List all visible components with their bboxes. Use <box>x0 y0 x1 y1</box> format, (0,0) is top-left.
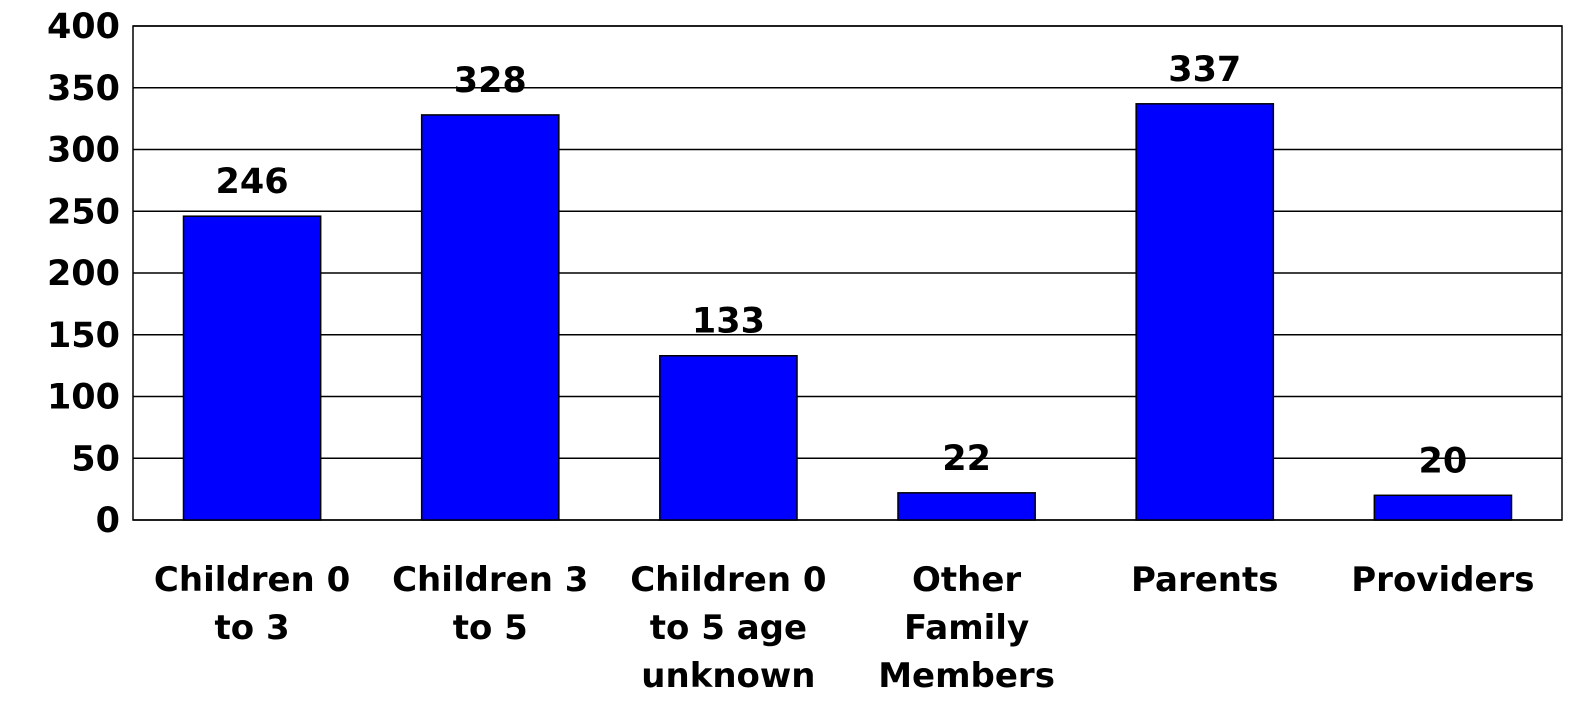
x-tick-label: Parents <box>1131 560 1279 600</box>
y-tick-label: 400 <box>47 7 120 47</box>
value-label: 328 <box>454 61 527 101</box>
y-tick-label: 50 <box>71 439 120 479</box>
y-tick-label: 200 <box>47 254 120 294</box>
x-tick-label: Children 0 to 3 <box>153 560 351 648</box>
y-tick-label: 300 <box>47 131 120 171</box>
bar <box>1135 103 1275 521</box>
value-label: 133 <box>692 302 765 342</box>
x-tick-label: Other Family Members <box>878 560 1055 696</box>
y-tick-label: 100 <box>47 378 120 418</box>
bar <box>420 114 560 521</box>
value-label: 20 <box>1419 441 1468 481</box>
bar <box>659 354 798 521</box>
y-tick-label: 0 <box>96 501 120 541</box>
value-label: 246 <box>216 162 289 202</box>
bar <box>1373 494 1513 521</box>
y-tick-label: 250 <box>47 192 120 232</box>
y-tick-label: 150 <box>47 316 120 356</box>
value-label: 337 <box>1168 50 1241 90</box>
x-tick-label: Children 0 to 5 age unknown <box>630 560 827 696</box>
y-tick-label: 350 <box>47 69 120 109</box>
bar <box>897 492 1036 521</box>
bar <box>182 215 322 521</box>
x-tick-label: Children 3 to 5 <box>392 560 589 648</box>
x-tick-label: Providers <box>1351 560 1535 600</box>
value-label: 22 <box>942 439 991 479</box>
